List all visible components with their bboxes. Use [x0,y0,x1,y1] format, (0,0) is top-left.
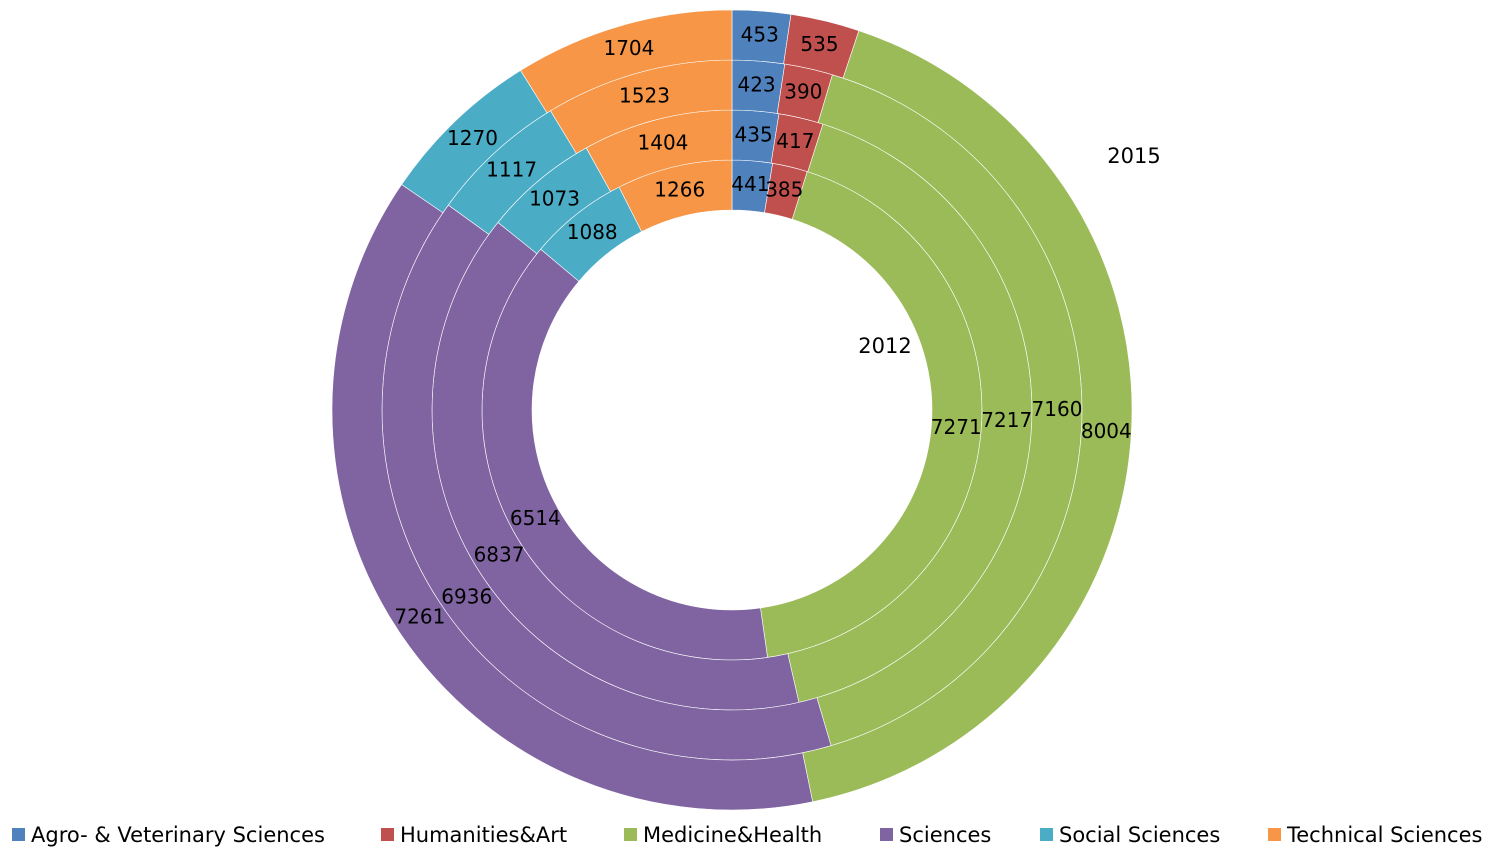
data-label: 7271 [931,415,982,439]
data-label: 7217 [981,408,1032,432]
legend-label: Technical Sciences [1286,823,1482,847]
legend-label: Humanities&Art [400,823,567,847]
data-label: 453 [741,23,779,47]
legend-swatch [381,828,394,841]
legend-swatch [880,828,893,841]
legend-swatch [12,828,25,841]
data-label: 435 [735,122,773,146]
legend-label: Agro- & Veterinary Sciences [31,823,325,847]
doughnut-segment [520,9,733,114]
data-label: 441 [731,172,769,196]
legend-swatch [624,828,637,841]
doughnut-segment [331,184,814,811]
data-label: 1117 [486,158,537,182]
data-label: 1704 [603,36,654,60]
data-label: 1088 [567,220,618,244]
legend-swatch [1268,828,1281,841]
data-label: 1266 [654,178,705,202]
data-label: 385 [765,178,803,202]
legend-label: Sciences [899,823,991,847]
doughnut-segment [802,30,1133,803]
data-label: 1073 [529,186,580,210]
series-name-label: 2012 [858,334,911,358]
data-label: 6936 [441,584,492,608]
series-name-label: 2015 [1107,144,1160,168]
data-label: 417 [776,129,814,153]
data-label: 6514 [510,506,561,530]
data-label: 7261 [394,604,445,628]
legend-label: Social Sciences [1059,823,1220,847]
legend-swatch [1040,828,1053,841]
data-label: 8004 [1081,419,1132,443]
data-label: 535 [800,32,838,56]
data-label: 423 [737,72,775,96]
data-label: 7160 [1032,397,1083,421]
data-label: 1404 [638,130,689,154]
legend-label: Medicine&Health [643,823,822,847]
data-label: 390 [784,79,822,103]
data-label: 1270 [447,126,498,150]
data-label: 1523 [619,84,670,108]
data-label: 6837 [474,543,525,567]
